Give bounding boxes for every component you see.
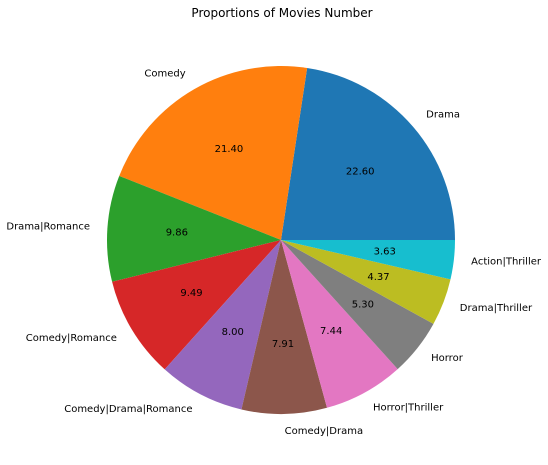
pie-category-label-drama-thriller: Drama|Thriller bbox=[460, 303, 533, 314]
pie-slice-comedy-drama-romance bbox=[164, 240, 281, 410]
pie-slice-drama bbox=[281, 67, 455, 240]
pie-value-label-drama: 22.60 bbox=[346, 166, 375, 177]
pie-value-label-drama-romance: 9.86 bbox=[166, 227, 188, 238]
pie-value-label-horror-thriller: 7.44 bbox=[320, 326, 342, 337]
pie-slice-horror-thriller bbox=[281, 240, 398, 408]
pie-slice-action-thriller bbox=[281, 240, 455, 280]
pie-value-labels: 22.60 21.40 9.86 9.49 8.00 7.91 7.44 5.30 4.37 3.… bbox=[166, 144, 396, 350]
pie-value-label-comedy-drama: 7.91 bbox=[272, 339, 294, 350]
pie-value-label-comedy: 21.40 bbox=[215, 144, 244, 155]
pie-category-label-comedy-romance: Comedy|Romance bbox=[26, 333, 117, 344]
pie-value-label-comedy-drama-romance: 8.00 bbox=[222, 327, 244, 338]
pie-category-label-drama: Drama bbox=[426, 110, 460, 121]
pie-slices bbox=[107, 66, 455, 414]
pie-value-label-horror: 5.30 bbox=[352, 299, 374, 310]
pie-category-label-drama-romance: Drama|Romance bbox=[6, 222, 90, 233]
pie-category-label-horror: Horror bbox=[431, 353, 464, 364]
pie-slice-horror bbox=[281, 240, 434, 370]
pie-value-label-drama-thriller: 4.37 bbox=[367, 272, 389, 283]
pie-slice-drama-romance bbox=[107, 175, 282, 282]
pie-value-label-comedy-romance: 9.49 bbox=[180, 288, 202, 299]
pie-category-label-comedy-drama: Comedy|Drama bbox=[285, 426, 363, 437]
pie-category-labels: Drama Comedy Drama|Romance Comedy|Romance Co… bbox=[6, 69, 542, 437]
pie-slice-comedy-drama bbox=[241, 240, 328, 414]
pie-category-label-horror-thriller: Horror|Thriller bbox=[373, 402, 444, 413]
pie-category-label-comedy-drama-romance: Comedy|Drama|Romance bbox=[64, 404, 192, 415]
pie-value-label-action-thriller: 3.63 bbox=[374, 246, 396, 257]
pie-category-label-comedy: Comedy bbox=[144, 69, 185, 80]
pie-slice-drama-thriller bbox=[281, 240, 451, 324]
pie-slice-comedy bbox=[119, 66, 308, 240]
pie-category-label-action-thriller: Action|Thriller bbox=[471, 256, 542, 267]
pie-slice-comedy-romance bbox=[112, 240, 282, 370]
chart-title: Proportions of Movies Number bbox=[191, 6, 372, 20]
